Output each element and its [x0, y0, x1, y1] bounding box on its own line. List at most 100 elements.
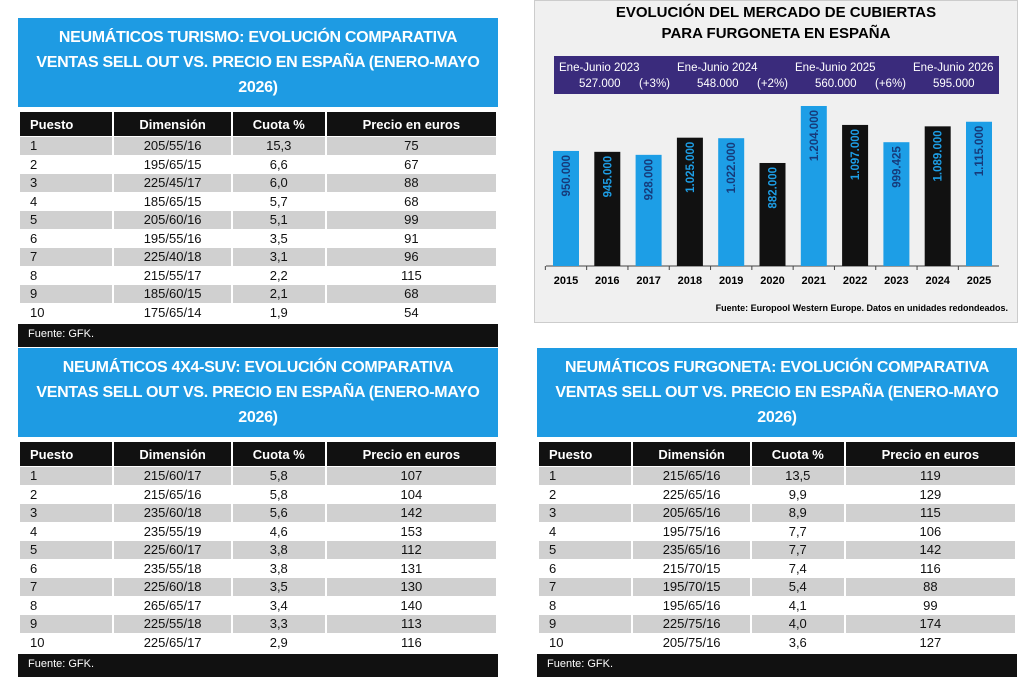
row: 7 225/40/18 3,1 96	[20, 248, 496, 266]
cell: 7	[20, 248, 113, 266]
cell: 2,2	[269, 267, 288, 283]
title-line: VENTAS SELL OUT VS. PRECIO EN ESPAÑA (EN…	[555, 384, 999, 426]
cell: 2,9	[269, 634, 288, 650]
row: 10 225/65/17 2,9 116	[20, 634, 496, 652]
header-cell: Precio en euros	[845, 442, 1015, 466]
value-label: 1.115.000	[974, 126, 986, 177]
source: Fuente: GFK.	[537, 654, 1017, 677]
bar	[883, 142, 910, 266]
cell: 225/60/18	[114, 578, 231, 596]
cell: 8	[30, 597, 38, 613]
cell: 3	[539, 504, 632, 522]
annotation-change: (+6%)	[875, 78, 906, 90]
row: 1 205/55/16 15,3 75	[20, 137, 496, 155]
cell: 68	[404, 193, 419, 209]
value-label: 1.025.000	[685, 142, 697, 193]
cell: 5,8	[269, 486, 288, 502]
row: 5 205/60/16 5,1 99	[20, 211, 496, 229]
header-cell: Dimensión	[114, 112, 231, 136]
header-cell: Puesto	[20, 112, 113, 136]
bar	[759, 162, 786, 266]
cell: 142	[326, 504, 496, 522]
cell: 5,6	[232, 504, 325, 522]
bar	[924, 126, 951, 266]
annotation-value: 595.000	[933, 78, 975, 90]
cell: 1	[20, 467, 113, 485]
chart: EVOLUCIÓN DEL MERCADO DE CUBIERTAS PARA …	[544, 3, 1008, 313]
row: 10 175/65/14 1,9 54	[20, 304, 496, 322]
header-cell: Puesto	[20, 442, 113, 466]
cell: 175/65/14	[143, 304, 202, 320]
cell: 4,0	[751, 615, 844, 633]
value-label: 928.000	[644, 159, 656, 201]
cell: 88	[845, 578, 1015, 596]
annotation-label: Ene-Junio 2023	[559, 62, 640, 74]
annotation-value: 548.000	[697, 78, 739, 90]
row: 7 195/70/15 5,4 88	[539, 578, 1015, 596]
cell: 205/65/16	[633, 504, 750, 522]
cell: 106	[919, 523, 942, 539]
chart-panel: EVOLUCIÓN DEL MERCADO DE CUBIERTAS PARA …	[534, 0, 1018, 323]
row: 2 195/65/15 6,6 67	[20, 156, 496, 174]
value-label: 999.425	[891, 146, 903, 188]
cell: 5	[20, 211, 113, 229]
cell: 3,5	[232, 578, 325, 596]
title-line: NEUMÁTICOS FURGONETA: EVOLUCIÓN COMPARAT…	[564, 359, 990, 376]
value-label: 1.089.000	[933, 130, 945, 181]
header-cell: Precio en euros	[326, 442, 496, 466]
row: 6 235/55/18 3,8 131	[20, 560, 496, 578]
cell: 115	[400, 267, 422, 283]
x-tick-label: 2019	[719, 275, 743, 287]
cell: 8	[549, 597, 557, 613]
annotation-label: Ene-Junio 2025	[795, 62, 876, 74]
header-row: Puesto Dimensión Cuota % Precio en euros	[20, 112, 496, 136]
cell: 4	[30, 523, 38, 539]
cell: 235/60/18	[114, 504, 231, 522]
cell: 225/55/18	[114, 615, 231, 633]
cell: 215/70/15	[662, 560, 721, 576]
cell: 215/65/16	[633, 467, 750, 485]
table: Puesto Dimensión Cuota % Precio en euros 1 20…	[18, 111, 498, 322]
cell: 13,5	[751, 467, 844, 485]
cell: 235/65/16	[633, 541, 750, 559]
row: 10 205/75/16 3,6 127	[539, 634, 1015, 652]
header-row: Puesto Dimensión Cuota % Precio en euros	[539, 442, 1015, 466]
cell: 195/70/15	[633, 578, 750, 596]
cell: 142	[845, 541, 1015, 559]
cell: 7,7	[788, 523, 807, 539]
cell: 6	[549, 560, 557, 576]
cell: 99	[923, 597, 938, 613]
cell: 96	[326, 248, 496, 266]
x-tick-label: 2016	[595, 275, 619, 287]
cell: 205/55/16	[114, 137, 231, 155]
cell: 67	[404, 156, 419, 172]
cell: 6,6	[269, 156, 288, 172]
row: 9 185/60/15 2,1 68	[20, 285, 496, 303]
annotation-label: Ene-Junio 2026	[913, 62, 994, 74]
cell: 127	[919, 634, 942, 650]
cell: 6	[30, 230, 38, 246]
cell: 2,1	[232, 285, 325, 303]
cell: 215/60/17	[114, 467, 231, 485]
cell: 1,9	[269, 304, 288, 320]
cell: 9	[20, 285, 113, 303]
row: 2 215/65/16 5,8 104	[20, 486, 496, 504]
table-block: NEUMÁTICOS TURISMO: EVOLUCIÓN COMPARATIV…	[18, 18, 498, 347]
value-label: 1.204.000	[809, 110, 821, 161]
cell: 8,9	[751, 504, 844, 522]
cell: 129	[919, 486, 942, 502]
cell: 3,8	[232, 541, 325, 559]
bar	[553, 150, 579, 266]
table-title: NEUMÁTICOS FURGONETA: EVOLUCIÓN COMPARAT…	[537, 348, 1017, 437]
x-tick-label: 2017	[636, 275, 660, 287]
value-label: 1.022.000	[726, 142, 738, 193]
cell: 7	[20, 578, 113, 596]
bar	[594, 151, 621, 266]
value-label: 1.097.000	[850, 129, 862, 180]
table: Puesto Dimensión Cuota % Precio en euros 1 21…	[18, 441, 498, 652]
bar	[800, 105, 827, 266]
x-tick-label: 2021	[802, 275, 826, 287]
value-label: 945.000	[602, 156, 614, 198]
cell: 3,5	[269, 230, 288, 246]
page: EVOLUCIÓN DEL MERCADO DE CUBIERTAS PARA …	[18, 0, 1018, 677]
